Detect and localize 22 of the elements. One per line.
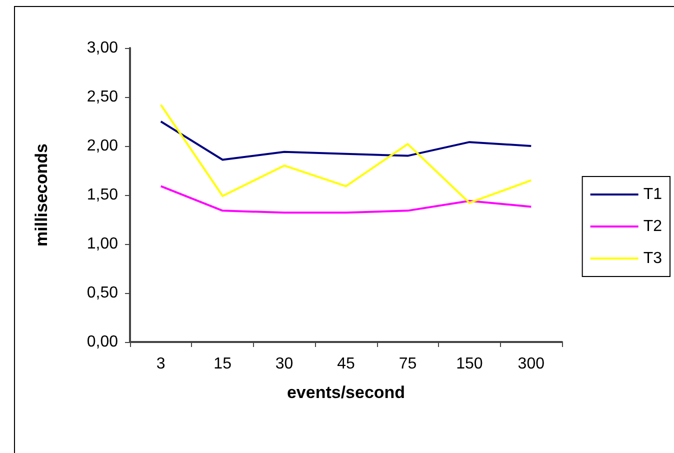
line-series (160, 104, 532, 204)
x-axis-title: events/second (286, 383, 406, 402)
line-series (160, 120, 532, 161)
y-tick-label: 2,00 (86, 138, 118, 154)
x-tick-label: 3 (156, 356, 166, 372)
x-tick-label: 30 (275, 356, 294, 372)
y-tick-label: 3,00 (86, 40, 118, 56)
y-tick-label: 1,50 (86, 186, 118, 204)
y-tick-label: 1,00 (86, 236, 118, 252)
x-tick-label: 300 (518, 356, 545, 372)
x-tick-label: 150 (456, 356, 483, 372)
x-tick-label: 45 (337, 356, 355, 372)
x-tick-label: 15 (214, 356, 232, 372)
line-series (160, 185, 532, 214)
legend-label: T3 (643, 250, 662, 267)
legend-label: T2 (643, 218, 662, 235)
y-tick-label: 0,00 (86, 334, 118, 350)
y-axis-title: milliseconds (32, 144, 51, 246)
y-tick-label: 0,50 (86, 284, 118, 302)
y-tick-label: 2,50 (86, 88, 118, 106)
legend-label: T1 (643, 186, 662, 203)
x-tick-label: 75 (398, 356, 417, 372)
